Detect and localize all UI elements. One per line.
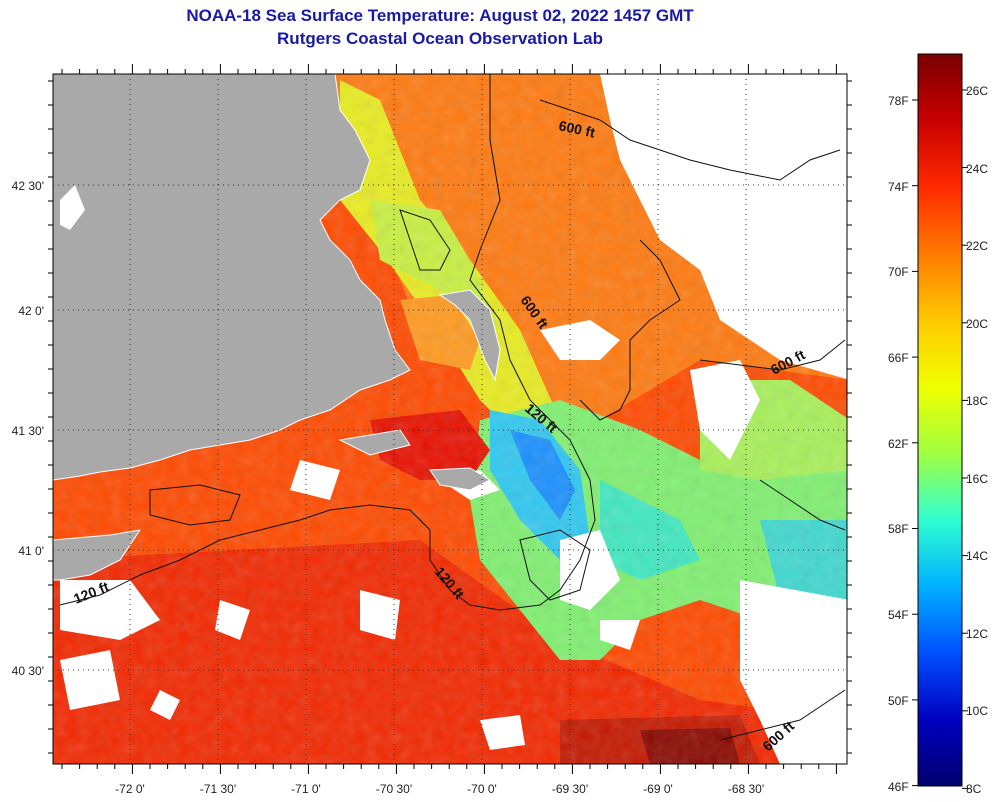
cb-label-c: 10C <box>966 704 988 718</box>
graticule <box>53 74 847 764</box>
cb-label-c: 26C <box>966 84 988 98</box>
chart-subtitle: Rutgers Coastal Ocean Observation Lab <box>277 29 603 48</box>
bathymetry-contours <box>59 74 846 741</box>
cb-label-c: 22C <box>966 239 988 253</box>
cb-label-f: 58F <box>888 522 909 536</box>
cb-label-c: 12C <box>966 627 988 641</box>
map-area <box>53 74 847 764</box>
lon-label: -69 30' <box>552 782 588 796</box>
lon-label: -72 0' <box>115 782 145 796</box>
cb-label-f: 70F <box>888 265 909 279</box>
lat-label: 42 30' <box>12 179 44 193</box>
colorbar: 78F 74F 70F 66F 62F 58F 54F 50F 46F 26C … <box>888 53 988 796</box>
cb-label-c: 18C <box>966 394 988 408</box>
colorbar-ticks <box>912 89 968 789</box>
cb-label-c: 16C <box>966 472 988 486</box>
colorbar-rect <box>917 53 963 787</box>
map-frame <box>52 73 848 765</box>
lon-label: -70 30' <box>376 782 412 796</box>
lat-label: 40 30' <box>12 664 44 678</box>
cb-label-f: 54F <box>888 608 909 622</box>
cb-label-c: 14C <box>966 549 988 563</box>
cb-label-f: 78F <box>888 94 909 108</box>
colorbar-celsius-labels: 26C 24C 22C 20C 18C 16C 14C 12C 10C 8C <box>966 84 988 796</box>
cb-label-f: 62F <box>888 437 909 451</box>
longitude-labels: -72 0' -71 30' -71 0' -70 30' -70 0' -69… <box>115 782 764 796</box>
contour-label-600ft: 600 ft <box>557 117 596 140</box>
lon-label: -68 30' <box>728 782 764 796</box>
lat-label: 41 30' <box>12 424 44 438</box>
cb-label-f: 66F <box>888 351 909 365</box>
land-mass <box>53 74 501 581</box>
colorbar-fahrenheit-labels: 78F 74F 70F 66F 62F 58F 54F 50F 46F <box>888 94 909 794</box>
lat-label: 41 0' <box>18 544 44 558</box>
lon-label: -71 0' <box>291 782 321 796</box>
cb-label-f: 74F <box>888 180 909 194</box>
lat-label: 42 0' <box>18 304 44 318</box>
cb-label-f: 50F <box>888 694 909 708</box>
cb-label-c: 20C <box>966 317 988 331</box>
cb-label-f: 46F <box>888 780 909 794</box>
cb-label-c: 8C <box>966 782 982 796</box>
latitude-labels: 42 30' 42 0' 41 30' 41 0' 40 30' <box>12 179 44 678</box>
chart-title: NOAA-18 Sea Surface Temperature: August … <box>186 6 694 25</box>
axis-ticks <box>48 64 852 774</box>
lon-label: -70 0' <box>467 782 497 796</box>
cb-label-c: 24C <box>966 162 988 176</box>
lon-label: -69 0' <box>643 782 673 796</box>
lon-label: -71 30' <box>200 782 236 796</box>
